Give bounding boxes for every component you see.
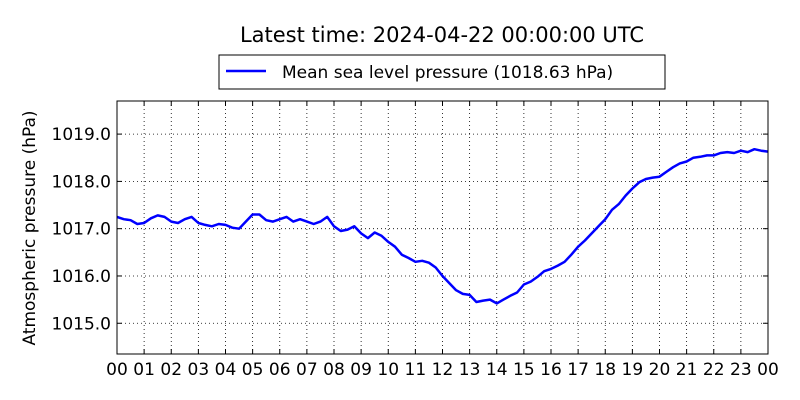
x-tick-label: 01 [133, 360, 155, 380]
x-tick-label: 07 [296, 360, 318, 380]
x-tick-label: 17 [567, 360, 589, 380]
x-tick-labels: 00 01 02 03 04 05 06 07 08 09 10 11 12 13 14 15 16 17 18 19… [106, 360, 779, 380]
y-tick-labels: 1015.0 1016.0 1017.0 1018.0 1019.0 [52, 125, 111, 334]
y-tick-label: 1019.0 [52, 125, 111, 145]
x-tick-label: 09 [350, 360, 372, 380]
x-tick-label: 04 [215, 360, 237, 380]
x-tick-label: 02 [160, 360, 182, 380]
x-tick-label: 11 [405, 360, 427, 380]
x-tick-label: 05 [242, 360, 264, 380]
x-tick-label: 13 [459, 360, 481, 380]
y-tick-label: 1015.0 [52, 314, 111, 334]
x-tick-label: 00 [757, 360, 779, 380]
plot-frame [116, 100, 769, 355]
x-tick-label: 12 [432, 360, 454, 380]
x-tick-label: 18 [594, 360, 616, 380]
tick-marks [116, 101, 769, 354]
series-layer [116, 147, 769, 305]
y-tick-label: 1018.0 [52, 172, 111, 192]
legend-box [218, 54, 666, 90]
x-tick-label: 00 [106, 360, 128, 380]
y-tick-label: 1016.0 [52, 267, 111, 287]
x-tick-label: 15 [513, 360, 535, 380]
x-tick-label: 22 [703, 360, 725, 380]
x-tick-label: 16 [540, 360, 562, 380]
x-tick-label: 08 [323, 360, 345, 380]
x-tick-label: 03 [188, 360, 210, 380]
x-tick-label: 20 [649, 360, 671, 380]
x-tick-label: 14 [486, 360, 508, 380]
x-tick-label: 23 [730, 360, 752, 380]
series-line [116, 147, 769, 305]
x-tick-label: 10 [377, 360, 399, 380]
y-axis-label: Atmospheric pressure (hPa) [20, 110, 40, 345]
chart-title: Latest time: 2024-04-22 00:00:00 UTC [240, 23, 644, 47]
x-tick-label: 06 [269, 360, 291, 380]
x-tick-label: 19 [622, 360, 644, 380]
x-tick-label: 21 [676, 360, 698, 380]
y-tick-label: 1017.0 [52, 220, 111, 240]
legend-label: Mean sea level pressure (1018.63 hPa) [282, 63, 613, 83]
grid-lines [117, 101, 768, 354]
legend: Mean sea level pressure (1018.63 hPa) [218, 54, 666, 90]
